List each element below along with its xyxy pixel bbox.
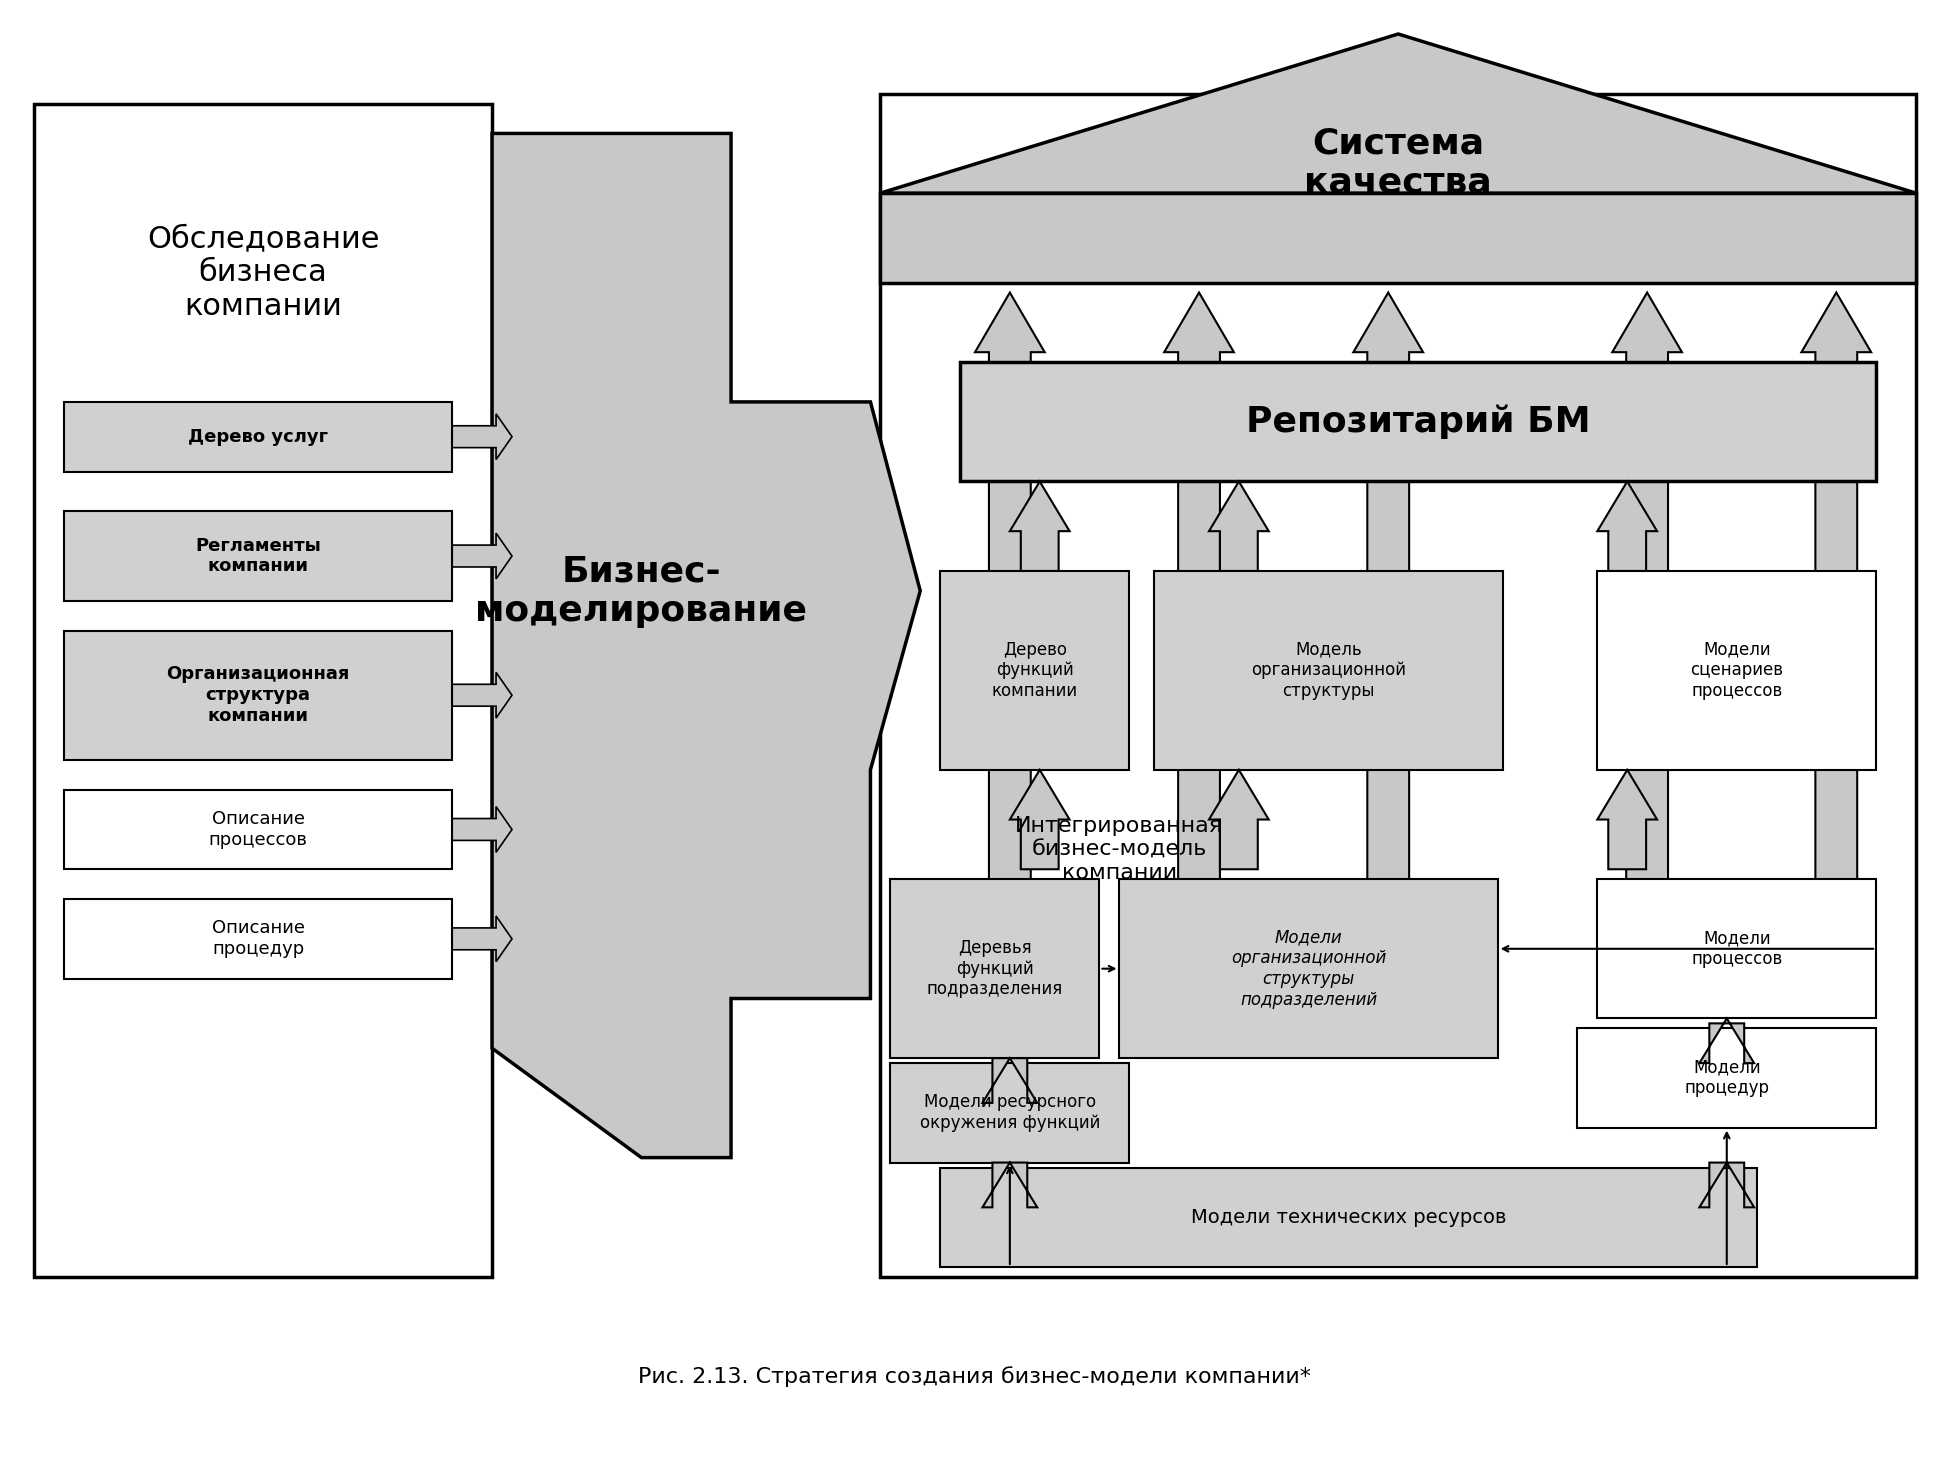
Polygon shape <box>1354 293 1424 919</box>
Text: Регламенты
компании: Регламенты компании <box>195 536 321 576</box>
Polygon shape <box>1613 293 1681 919</box>
Text: Модели
сценариев
процессов: Модели сценариев процессов <box>1691 641 1782 700</box>
Polygon shape <box>976 293 1044 919</box>
Text: Бизнес-
моделирование: Бизнес- моделирование <box>475 554 806 627</box>
Bar <box>960 362 1876 482</box>
Text: Модели ресурсного
окружения функций: Модели ресурсного окружения функций <box>919 1093 1101 1133</box>
Text: Система
качества: Система качества <box>1305 127 1492 200</box>
Bar <box>1597 879 1876 1018</box>
Text: Описание
процессов: Описание процессов <box>208 810 308 848</box>
Bar <box>33 103 493 1277</box>
Text: Организационная
структура
компании: Организационная структура компании <box>166 666 351 725</box>
Text: Рис. 2.13. Стратегия создания бизнес-модели компании*: Рис. 2.13. Стратегия создания бизнес-мод… <box>637 1365 1311 1386</box>
Bar <box>1597 572 1876 770</box>
Bar <box>1155 572 1502 770</box>
Bar <box>64 790 452 869</box>
Bar <box>64 630 452 760</box>
Polygon shape <box>1165 293 1233 919</box>
Bar <box>1120 879 1498 1058</box>
Text: Деревья
функций
подразделения: Деревья функций подразделения <box>927 938 1064 999</box>
Bar <box>941 1168 1757 1267</box>
Polygon shape <box>452 414 512 460</box>
Polygon shape <box>1009 482 1069 572</box>
Polygon shape <box>452 807 512 853</box>
Bar <box>64 511 452 601</box>
Bar <box>890 879 1099 1058</box>
Text: Модели
процедур: Модели процедур <box>1685 1059 1769 1097</box>
Bar <box>64 402 452 471</box>
Bar <box>880 193 1917 283</box>
Polygon shape <box>452 533 512 579</box>
Polygon shape <box>982 1162 1036 1208</box>
Text: Интегрированная
бизнес-модель
компании: Интегрированная бизнес-модель компании <box>1015 816 1223 882</box>
Polygon shape <box>880 34 1917 193</box>
Text: Модели
процессов: Модели процессов <box>1691 929 1782 968</box>
Bar <box>941 572 1130 770</box>
Text: Модели технических ресурсов: Модели технических ресурсов <box>1190 1208 1506 1227</box>
Bar <box>890 1064 1130 1162</box>
Polygon shape <box>1210 482 1268 572</box>
Polygon shape <box>1009 770 1069 869</box>
Polygon shape <box>982 1058 1036 1103</box>
Text: Обследование
бизнеса
компании: Обследование бизнеса компании <box>146 224 380 321</box>
Bar <box>880 94 1917 1277</box>
Polygon shape <box>452 672 512 719</box>
Polygon shape <box>1210 770 1268 869</box>
Text: Модели
организационной
структуры
подразделений: Модели организационной структуры подразд… <box>1231 928 1387 1009</box>
Text: Дерево услуг: Дерево услуг <box>189 427 327 446</box>
Polygon shape <box>452 916 512 962</box>
Bar <box>64 899 452 978</box>
Text: Модель
организационной
структуры: Модель организационной структуры <box>1251 641 1406 700</box>
Polygon shape <box>493 134 919 1158</box>
Polygon shape <box>1699 1162 1753 1208</box>
Polygon shape <box>1597 482 1658 572</box>
Text: Репозитарий БМ: Репозитарий БМ <box>1247 405 1590 439</box>
Text: Дерево
функций
компании: Дерево функций компании <box>992 641 1077 700</box>
Polygon shape <box>1597 770 1658 869</box>
Text: Описание
процедур: Описание процедур <box>212 919 304 959</box>
Polygon shape <box>1699 1018 1753 1064</box>
Polygon shape <box>1802 293 1872 919</box>
Bar <box>1578 1028 1876 1128</box>
